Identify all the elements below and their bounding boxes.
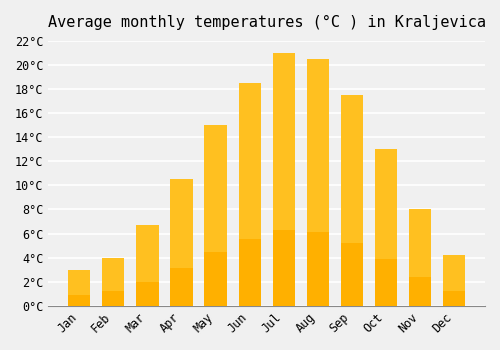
Bar xyxy=(204,125,227,306)
Bar xyxy=(272,230,295,306)
Title: Average monthly temperatures (°C ) in Kraljevica: Average monthly temperatures (°C ) in Kr… xyxy=(48,15,486,30)
Bar xyxy=(238,83,260,306)
Bar xyxy=(306,59,329,306)
Bar xyxy=(341,95,363,306)
Bar xyxy=(306,232,329,306)
Bar xyxy=(272,53,295,306)
Bar xyxy=(102,258,124,306)
Bar xyxy=(68,270,90,306)
Bar xyxy=(68,295,90,306)
Bar xyxy=(375,259,397,306)
Bar xyxy=(170,180,192,306)
Bar xyxy=(409,277,431,306)
Bar xyxy=(170,268,192,306)
Bar xyxy=(443,255,465,306)
Bar xyxy=(443,290,465,306)
Bar xyxy=(341,243,363,306)
Bar xyxy=(409,210,431,306)
Bar xyxy=(136,282,158,306)
Bar xyxy=(238,239,260,306)
Bar xyxy=(102,292,124,306)
Bar xyxy=(136,225,158,306)
Bar xyxy=(375,149,397,306)
Bar xyxy=(204,252,227,306)
